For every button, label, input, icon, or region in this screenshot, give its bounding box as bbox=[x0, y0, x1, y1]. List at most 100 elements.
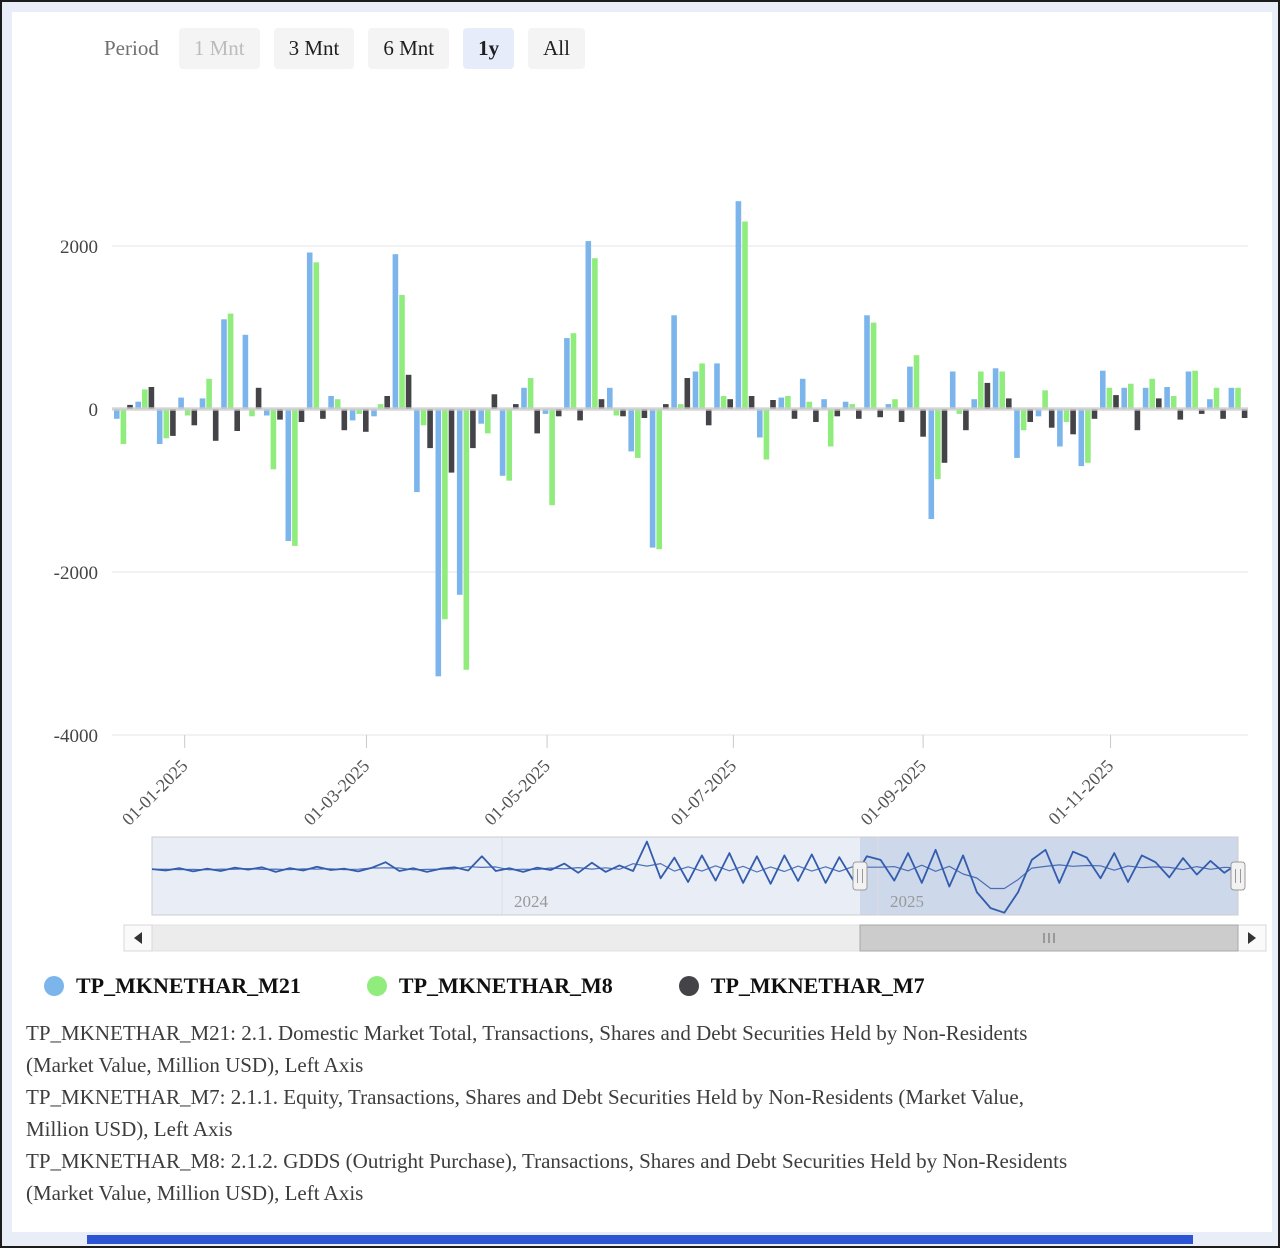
bar-TP_MKNETHAR_M21[interactable] bbox=[499, 409, 506, 476]
bar-TP_MKNETHAR_M7[interactable] bbox=[791, 409, 798, 419]
bar-TP_MKNETHAR_M8[interactable] bbox=[120, 409, 127, 444]
bar-TP_MKNETHAR_M7[interactable] bbox=[898, 409, 905, 422]
bar-TP_MKNETHAR_M21[interactable] bbox=[1185, 371, 1192, 410]
bar-TP_MKNETHAR_M7[interactable] bbox=[127, 404, 133, 409]
period-button-3mnt[interactable]: 3 Mnt bbox=[273, 28, 355, 69]
bar-TP_MKNETHAR_M8[interactable] bbox=[506, 409, 512, 481]
bar-TP_MKNETHAR_M7[interactable] bbox=[770, 400, 776, 409]
bar-TP_MKNETHAR_M8[interactable] bbox=[463, 409, 470, 670]
bar-TP_MKNETHAR_M8[interactable] bbox=[870, 322, 877, 409]
bar-TP_MKNETHAR_M21[interactable] bbox=[564, 338, 570, 409]
bar-TP_MKNETHAR_M7[interactable] bbox=[363, 409, 369, 432]
bar-TP_MKNETHAR_M21[interactable] bbox=[221, 319, 227, 409]
scrollbar-left-arrow-icon[interactable] bbox=[134, 932, 142, 944]
bar-TP_MKNETHAR_M8[interactable] bbox=[485, 409, 491, 434]
bar-TP_MKNETHAR_M7[interactable] bbox=[170, 409, 176, 436]
bar-TP_MKNETHAR_M8[interactable] bbox=[184, 409, 191, 416]
bar-TP_MKNETHAR_M21[interactable] bbox=[264, 409, 270, 416]
bar-TP_MKNETHAR_M7[interactable] bbox=[320, 409, 326, 419]
bar-TP_MKNETHAR_M7[interactable] bbox=[748, 396, 755, 409]
bar-TP_MKNETHAR_M21[interactable] bbox=[1078, 409, 1085, 467]
bar-TP_MKNETHAR_M8[interactable] bbox=[142, 389, 148, 409]
bar-TP_MKNETHAR_M7[interactable] bbox=[877, 409, 883, 418]
bar-TP_MKNETHAR_M8[interactable] bbox=[677, 404, 684, 409]
scrollbar-right-arrow-icon[interactable] bbox=[1248, 932, 1256, 944]
bar-TP_MKNETHAR_M7[interactable] bbox=[491, 394, 498, 409]
bar-TP_MKNETHAR_M8[interactable] bbox=[249, 409, 255, 417]
bar-TP_MKNETHAR_M21[interactable] bbox=[585, 241, 592, 409]
bar-TP_MKNETHAR_M21[interactable] bbox=[178, 397, 184, 409]
legend-item-m7[interactable]: TP_MKNETHAR_M7 bbox=[678, 973, 925, 999]
bar-TP_MKNETHAR_M7[interactable] bbox=[1113, 395, 1119, 409]
bar-TP_MKNETHAR_M21[interactable] bbox=[1100, 370, 1106, 409]
bar-TP_MKNETHAR_M7[interactable] bbox=[1177, 409, 1184, 420]
bar-TP_MKNETHAR_M21[interactable] bbox=[757, 409, 763, 438]
stock-chart[interactable]: 2000 0 -2000 -4000 01-01-2025 01-03-2025 01-05… bbox=[12, 77, 1268, 957]
bar-TP_MKNETHAR_M7[interactable] bbox=[148, 387, 155, 409]
period-button-1mnt[interactable]: 1 Mnt bbox=[178, 28, 260, 69]
bar-TP_MKNETHAR_M21[interactable] bbox=[671, 315, 677, 409]
bar-TP_MKNETHAR_M7[interactable] bbox=[1156, 398, 1162, 409]
bar-TP_MKNETHAR_M21[interactable] bbox=[885, 404, 892, 409]
period-button-1y[interactable]: 1y bbox=[463, 28, 515, 69]
bar-TP_MKNETHAR_M8[interactable] bbox=[742, 221, 748, 410]
bar-TP_MKNETHAR_M7[interactable] bbox=[513, 404, 519, 409]
bar-TP_MKNETHAR_M8[interactable] bbox=[978, 371, 984, 410]
bar-TP_MKNETHAR_M8[interactable] bbox=[635, 409, 641, 458]
bar-TP_MKNETHAR_M8[interactable] bbox=[270, 409, 277, 470]
bar-TP_MKNETHAR_M21[interactable] bbox=[114, 409, 120, 419]
bar-TP_MKNETHAR_M21[interactable] bbox=[1207, 399, 1213, 409]
bar-TP_MKNETHAR_M8[interactable] bbox=[399, 294, 405, 409]
bar-TP_MKNETHAR_M7[interactable] bbox=[277, 409, 283, 420]
bar-TP_MKNETHAR_M21[interactable] bbox=[692, 371, 699, 410]
bar-TP_MKNETHAR_M7[interactable] bbox=[1198, 409, 1205, 414]
bar-TP_MKNETHAR_M7[interactable] bbox=[341, 409, 348, 431]
bar-TP_MKNETHAR_M21[interactable] bbox=[799, 378, 806, 409]
bar-TP_MKNETHAR_M21[interactable] bbox=[285, 409, 292, 541]
bar-TP_MKNETHAR_M8[interactable] bbox=[549, 409, 555, 506]
bar-TP_MKNETHAR_M21[interactable] bbox=[821, 399, 827, 409]
bar-TP_MKNETHAR_M8[interactable] bbox=[913, 355, 920, 409]
bar-TP_MKNETHAR_M8[interactable] bbox=[356, 409, 362, 414]
bar-TP_MKNETHAR_M8[interactable] bbox=[892, 399, 898, 409]
bar-TP_MKNETHAR_M8[interactable] bbox=[1106, 387, 1113, 409]
bar-TP_MKNETHAR_M7[interactable] bbox=[920, 409, 926, 437]
bar-TP_MKNETHAR_M21[interactable] bbox=[1164, 387, 1170, 409]
bar-TP_MKNETHAR_M8[interactable] bbox=[442, 409, 448, 620]
bar-TP_MKNETHAR_M8[interactable] bbox=[1170, 396, 1177, 409]
bar-TP_MKNETHAR_M21[interactable] bbox=[414, 409, 420, 493]
bar-TP_MKNETHAR_M7[interactable] bbox=[1048, 409, 1055, 428]
bar-TP_MKNETHAR_M7[interactable] bbox=[255, 387, 262, 409]
bar-TP_MKNETHAR_M8[interactable] bbox=[227, 313, 234, 409]
period-button-6mnt[interactable]: 6 Mnt bbox=[368, 28, 450, 69]
bar-TP_MKNETHAR_M8[interactable] bbox=[1042, 390, 1048, 409]
bar-TP_MKNETHAR_M21[interactable] bbox=[1228, 387, 1235, 409]
bar-TP_MKNETHAR_M7[interactable] bbox=[470, 409, 476, 449]
bar-TP_MKNETHAR_M21[interactable] bbox=[1014, 409, 1020, 458]
bar-TP_MKNETHAR_M21[interactable] bbox=[135, 401, 141, 409]
legend-item-m21[interactable]: TP_MKNETHAR_M21 bbox=[44, 973, 301, 999]
bar-TP_MKNETHAR_M7[interactable] bbox=[555, 409, 562, 417]
bar-TP_MKNETHAR_M8[interactable] bbox=[935, 409, 941, 480]
bar-TP_MKNETHAR_M7[interactable] bbox=[298, 409, 305, 422]
bar-TP_MKNETHAR_M8[interactable] bbox=[313, 262, 320, 409]
bar-TP_MKNETHAR_M21[interactable] bbox=[371, 409, 377, 417]
bar-TP_MKNETHAR_M21[interactable] bbox=[542, 409, 549, 414]
bar-TP_MKNETHAR_M21[interactable] bbox=[928, 409, 935, 519]
bar-TP_MKNETHAR_M7[interactable] bbox=[234, 409, 240, 431]
bar-TP_MKNETHAR_M7[interactable] bbox=[834, 409, 841, 417]
navigator-handle-right[interactable] bbox=[1230, 861, 1246, 891]
bar-TP_MKNETHAR_M8[interactable] bbox=[613, 409, 620, 416]
bar-TP_MKNETHAR_M7[interactable] bbox=[1027, 409, 1033, 422]
bar-TP_MKNETHAR_M21[interactable] bbox=[971, 399, 977, 409]
bar-TP_MKNETHAR_M8[interactable] bbox=[656, 409, 662, 550]
bar-TP_MKNETHAR_M21[interactable] bbox=[1142, 387, 1149, 409]
bar-TP_MKNETHAR_M8[interactable] bbox=[956, 409, 963, 414]
bar-TP_MKNETHAR_M8[interactable] bbox=[785, 396, 791, 409]
bar-TP_MKNETHAR_M8[interactable] bbox=[1128, 383, 1134, 409]
navigator-handle-left[interactable] bbox=[852, 861, 868, 891]
bar-TP_MKNETHAR_M21[interactable] bbox=[478, 409, 484, 424]
bar-TP_MKNETHAR_M7[interactable] bbox=[384, 396, 390, 409]
bar-TP_MKNETHAR_M8[interactable] bbox=[1235, 387, 1241, 409]
bar-TP_MKNETHAR_M7[interactable] bbox=[577, 409, 583, 421]
